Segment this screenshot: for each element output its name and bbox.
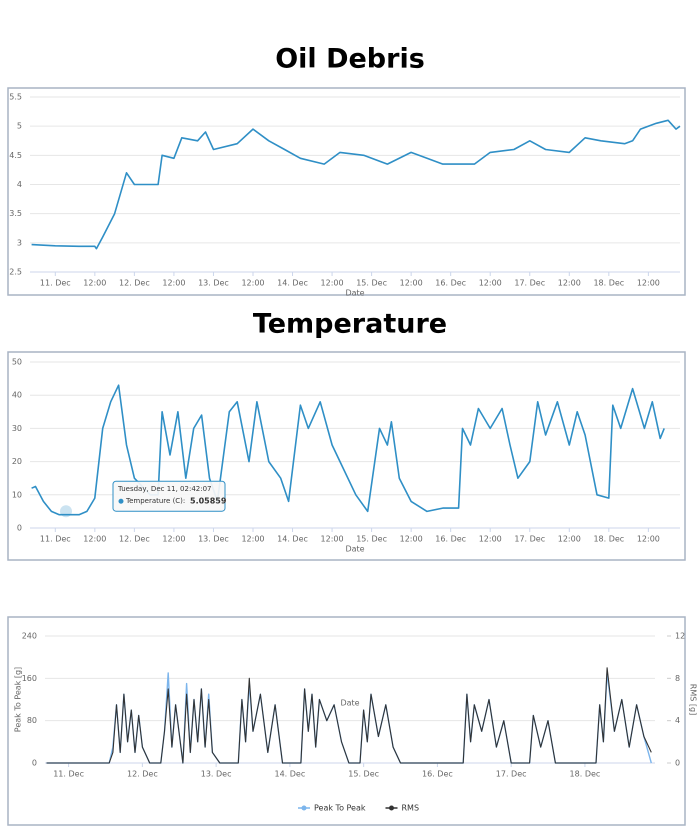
y2-tick-label: 8 xyxy=(675,674,680,683)
x-tick-label: 12:00 xyxy=(637,279,660,288)
y-tick-label: 0 xyxy=(32,759,37,768)
y-tick-label: 5 xyxy=(17,122,22,131)
x-tick-label: 12. Dec xyxy=(119,279,150,288)
x-tick-label: 12:00 xyxy=(400,535,423,544)
chart-frame xyxy=(7,351,686,561)
x-tick-label: 18. Dec xyxy=(570,770,601,779)
y-tick-label: 2.5 xyxy=(9,268,22,277)
x-tick-label: 15. Dec xyxy=(356,535,387,544)
y-tick-label: 30 xyxy=(12,424,22,433)
legend-marker xyxy=(389,805,394,811)
x-axis-title: Date xyxy=(345,289,364,298)
x-tick-label: 17. Dec xyxy=(514,535,545,544)
y-tick-label: 160 xyxy=(22,674,37,683)
tooltip-series: Temperature (C): xyxy=(125,497,185,505)
x-tick-label: 12. Dec xyxy=(127,770,158,779)
x-tick-label: 16. Dec xyxy=(422,770,453,779)
x-axis-title: Date xyxy=(340,699,359,708)
x-tick-label: 12:00 xyxy=(321,535,344,544)
x-tick-label: 14. Dec xyxy=(275,770,306,779)
x-tick-label: 12:00 xyxy=(479,535,502,544)
tooltip-dot xyxy=(118,498,124,504)
x-tick-label: 12:00 xyxy=(162,279,185,288)
x-tick-label: 12:00 xyxy=(637,535,660,544)
legend-item: Peak To Peak xyxy=(298,804,366,813)
x-tick-label: 12:00 xyxy=(400,279,423,288)
y-axis-title: Peak To Peak [g] xyxy=(14,667,23,732)
x-tick-label: 12:00 xyxy=(162,535,185,544)
y-tick-label: 10 xyxy=(12,490,22,499)
x-tick-label: 11. Dec xyxy=(40,535,71,544)
y-tick-label: 4.5 xyxy=(9,151,22,160)
x-tick-label: 16. Dec xyxy=(435,535,466,544)
legend-item: RMS xyxy=(385,804,420,813)
y2-tick-label: 4 xyxy=(675,716,680,725)
x-tick-label: 12:00 xyxy=(558,279,581,288)
x-tick-label: 12. Dec xyxy=(119,535,150,544)
legend-label: RMS xyxy=(402,804,420,813)
x-tick-label: 11. Dec xyxy=(40,279,71,288)
x-tick-label: 15. Dec xyxy=(348,770,379,779)
y2-tick-label: 0 xyxy=(675,759,680,768)
x-tick-label: 17. Dec xyxy=(514,279,545,288)
x-tick-label: 17. Dec xyxy=(496,770,527,779)
y-tick-label: 3 xyxy=(17,238,22,247)
data-line xyxy=(46,667,652,764)
x-tick-label: 16. Dec xyxy=(435,279,466,288)
y2-axis-title: RMS [g] xyxy=(689,684,698,715)
y-tick-label: 5.5 xyxy=(9,93,22,102)
x-tick-label: 18. Dec xyxy=(593,535,624,544)
x-tick-label: 18. Dec xyxy=(593,279,624,288)
x-tick-label: 12:00 xyxy=(241,279,264,288)
data-line xyxy=(31,119,681,250)
tooltip-value: 5.05859 xyxy=(190,497,227,506)
x-tick-label: 12:00 xyxy=(241,535,264,544)
legend-label: Peak To Peak xyxy=(314,804,366,813)
x-axis-title: Date xyxy=(345,545,364,554)
chart-frame xyxy=(7,87,686,296)
tooltip xyxy=(112,480,226,512)
x-tick-label: 13. Dec xyxy=(198,279,229,288)
x-tick-label: 12:00 xyxy=(83,279,106,288)
y-tick-label: 40 xyxy=(12,391,22,400)
x-tick-label: 12:00 xyxy=(479,279,502,288)
y-tick-label: 20 xyxy=(12,457,22,466)
tooltip-date: Tuesday, Dec 11, 02:42:07 xyxy=(117,485,212,493)
y-tick-label: 80 xyxy=(27,716,37,725)
x-tick-label: 12:00 xyxy=(558,535,581,544)
legend-marker xyxy=(301,805,307,811)
x-tick-label: 14. Dec xyxy=(277,535,308,544)
y-tick-label: 240 xyxy=(22,632,37,641)
y-tick-label: 0 xyxy=(17,524,22,533)
tooltip-point xyxy=(60,505,72,518)
y-tick-label: 3.5 xyxy=(9,209,22,218)
chart-title: Temperature xyxy=(253,309,447,340)
y-tick-label: 4 xyxy=(17,180,22,189)
x-tick-label: 13. Dec xyxy=(201,770,232,779)
x-tick-label: 13. Dec xyxy=(198,535,229,544)
x-tick-label: 14. Dec xyxy=(277,279,308,288)
chart-title: Oil Debris xyxy=(275,44,425,75)
x-tick-label: 15. Dec xyxy=(356,279,387,288)
x-tick-label: 12:00 xyxy=(83,535,106,544)
data-line xyxy=(31,384,665,516)
x-tick-label: 12:00 xyxy=(321,279,344,288)
x-tick-label: 11. Dec xyxy=(53,770,84,779)
y2-tick-label: 12 xyxy=(675,632,685,641)
y-tick-label: 50 xyxy=(12,358,22,367)
